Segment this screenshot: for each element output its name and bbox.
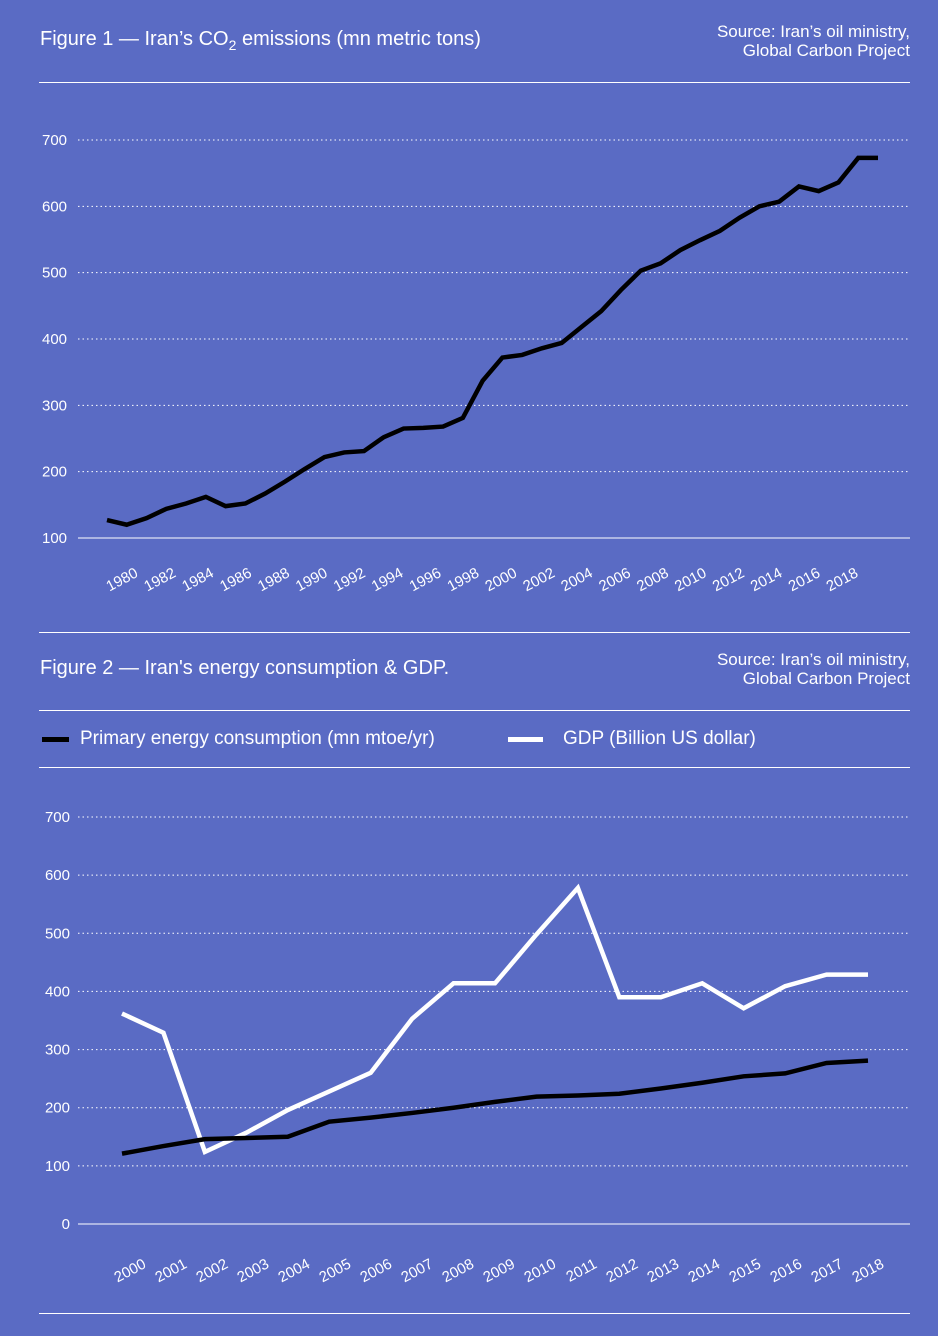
x-tick-label: 2006 (596, 565, 633, 596)
figure1-title-text: Figure 1 — Iran’s CO (40, 28, 229, 50)
x-tick-label: 1982 (141, 565, 178, 596)
x-tick-label: 2012 (710, 565, 747, 596)
y-tick-label: 0 (62, 1216, 70, 1233)
x-tick-label: 2005 (316, 1256, 353, 1287)
divider (39, 767, 910, 768)
x-tick-label: 1986 (217, 565, 254, 596)
x-tick-label: 2002 (520, 565, 557, 596)
x-tick-label: 2009 (480, 1256, 517, 1287)
y-tick-label: 500 (42, 265, 67, 282)
x-tick-label: 2016 (767, 1256, 804, 1287)
legend-swatch-energy (42, 737, 69, 742)
x-tick-label: 2018 (849, 1256, 886, 1287)
legend-label-energy: Primary energy consumption (mn mtoe/yr) (80, 728, 435, 749)
x-tick-label: 2013 (644, 1256, 681, 1287)
x-tick-label: 1996 (407, 565, 444, 596)
y-tick-label: 700 (42, 132, 67, 149)
divider (39, 82, 910, 83)
x-tick-label: 2010 (521, 1256, 558, 1287)
y-tick-label: 300 (45, 1042, 70, 1059)
x-tick-label: 2016 (786, 565, 823, 596)
y-tick-label: 400 (45, 983, 70, 1000)
x-tick-label: 2000 (482, 565, 519, 596)
source-line: Global Carbon Project (742, 669, 910, 688)
x-tick-label: 1984 (179, 565, 216, 596)
x-tick-label: 2018 (824, 565, 861, 596)
source-line: Source: Iran’s oil ministry, (716, 650, 910, 669)
divider (39, 1313, 910, 1314)
figure2-source: Source: Iran’s oil ministry, Global Carbo… (717, 650, 910, 688)
x-tick-label: 2008 (634, 565, 671, 596)
legend-swatch-gdp (508, 737, 543, 742)
x-tick-label: 2003 (234, 1256, 271, 1287)
figure1-title: Figure 1 — Iran’s CO2 emissions (mn metr… (40, 28, 481, 53)
legend-label-gdp: GDP (Billion US dollar) (563, 728, 756, 749)
y-tick-label: 300 (42, 397, 67, 414)
x-tick-label: 1980 (103, 565, 140, 596)
y-tick-label: 200 (45, 1100, 70, 1117)
x-tick-label: 2014 (685, 1256, 722, 1287)
x-tick-label: 2017 (808, 1256, 845, 1287)
y-tick-label: 600 (42, 198, 67, 215)
x-tick-label: 2006 (357, 1256, 394, 1287)
x-tick-label: 2004 (558, 565, 595, 596)
x-tick-label: 2001 (152, 1256, 189, 1287)
y-tick-label: 700 (45, 809, 70, 826)
figure1-title-subscript: 2 (228, 37, 237, 53)
y-tick-label: 400 (42, 331, 67, 348)
y-tick-label: 100 (45, 1158, 70, 1175)
x-tick-label: 2007 (398, 1256, 435, 1287)
figure1-source: Source: Iran’s oil ministry, Global Carbo… (717, 22, 910, 60)
y-tick-label: 200 (42, 464, 67, 481)
divider (39, 632, 910, 633)
x-tick-label: 1998 (445, 565, 482, 596)
y-tick-label: 600 (45, 867, 70, 884)
x-tick-label: 2002 (193, 1256, 230, 1287)
x-tick-label: 2000 (111, 1256, 148, 1287)
x-tick-label: 2010 (672, 565, 709, 596)
x-tick-label: 2015 (726, 1256, 763, 1287)
y-tick-label: 100 (42, 530, 67, 547)
x-tick-label: 1988 (255, 565, 292, 596)
y-tick-label: 500 (45, 925, 70, 942)
x-tick-label: 2008 (439, 1256, 476, 1287)
x-tick-label: 1990 (293, 565, 330, 596)
energy-consumption-line (121, 1058, 869, 1156)
x-tick-label: 2014 (748, 565, 785, 596)
source-line: Source: Iran’s oil ministry, (716, 22, 910, 41)
divider (39, 710, 910, 711)
x-tick-label: 1992 (331, 565, 368, 596)
co2-emissions-line (106, 155, 878, 528)
figure1-title-text-end: emissions (mn metric tons) (236, 28, 481, 50)
figure2-title: Figure 2 — Iran's energy consumption & G… (40, 657, 450, 679)
x-tick-label: 2004 (275, 1256, 312, 1287)
source-line: Global Carbon Project (742, 41, 910, 60)
x-tick-label: 1994 (369, 565, 406, 596)
x-tick-label: 2011 (563, 1256, 599, 1286)
x-tick-label: 2012 (603, 1256, 640, 1287)
gdp-line (121, 883, 868, 1155)
